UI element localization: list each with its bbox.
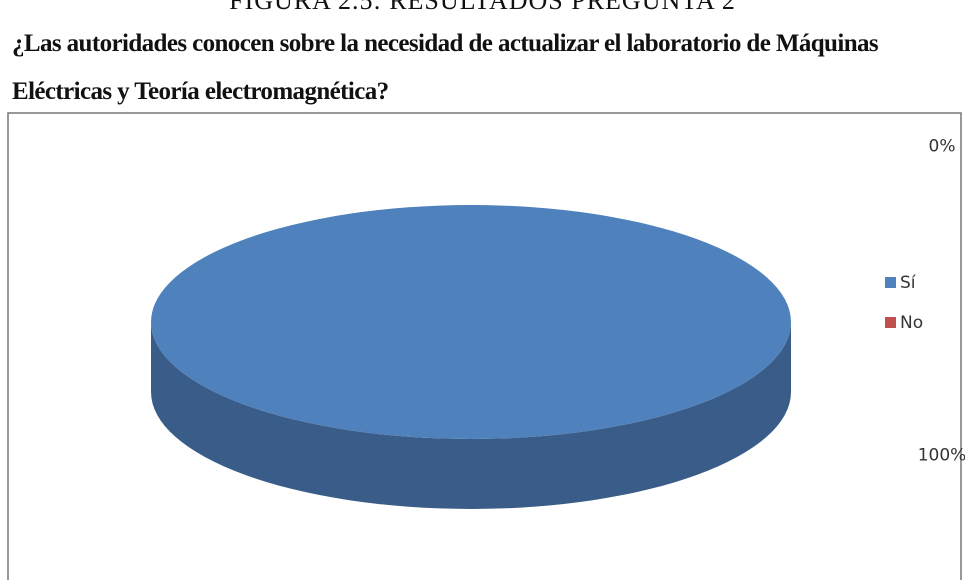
legend-label: No [900,313,923,333]
chart-title: ¿Las autoridades conocen sobre la necesi… [12,30,879,105]
legend-swatch [885,317,896,328]
figure-caption: FIGURA 2.5: RESULTADOS PREGUNTA 2 [229,0,736,15]
legend-label: Sí [900,273,917,293]
pie-slice [151,205,791,439]
pie-side [151,322,791,509]
data-label: 100% [918,445,965,465]
data-label: 0% [929,137,956,157]
legend-swatch [885,277,896,288]
